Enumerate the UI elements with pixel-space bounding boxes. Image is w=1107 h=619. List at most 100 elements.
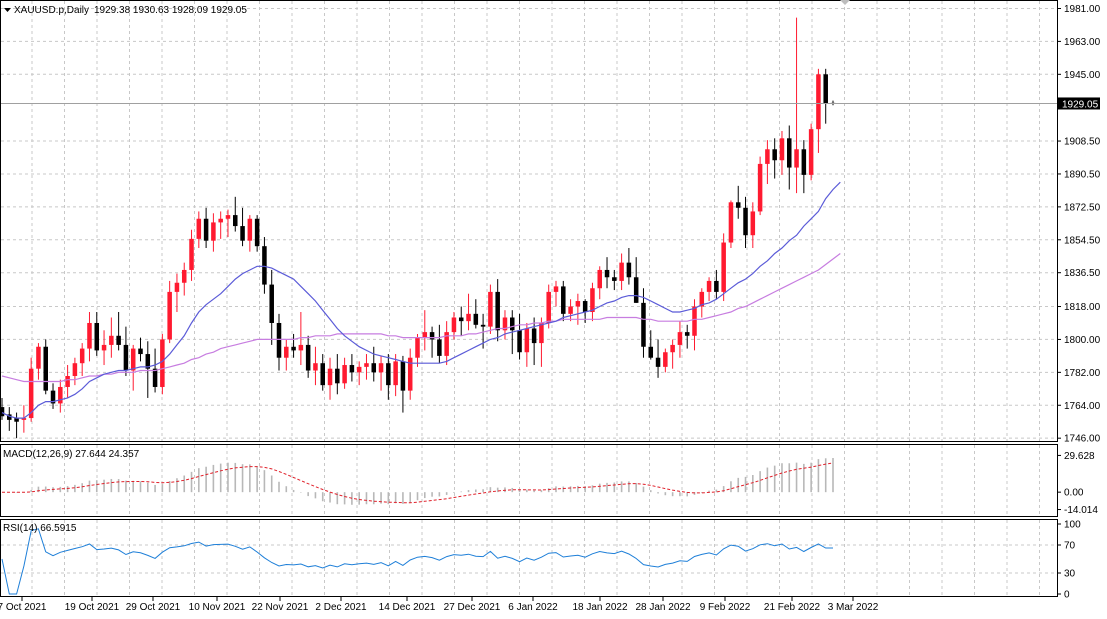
candle-body [407, 357, 413, 391]
candle-body [211, 222, 216, 241]
candle-body [65, 376, 70, 387]
price-tick-label: 1854.50 [1064, 235, 1101, 246]
candle-body [458, 317, 464, 322]
candle-body [721, 242, 726, 292]
candle-body [517, 330, 522, 353]
candle-body [816, 74, 821, 130]
price-tick-label: 1872.50 [1064, 202, 1101, 213]
price-tick-label: 1908.50 [1064, 137, 1101, 148]
candle-body [743, 207, 748, 236]
symbol-dropdown-icon[interactable] [4, 8, 11, 12]
candle-body [677, 332, 683, 345]
candle-body [757, 163, 763, 212]
macd-signal-line [2, 462, 834, 504]
rsi-title: RSI(14) 66.5915 [3, 523, 77, 534]
candle-body [444, 332, 449, 356]
candle-body [7, 414, 12, 420]
price-tick-label: 1981.00 [1064, 4, 1101, 15]
rsi-plot [1, 528, 1057, 595]
candle-body [612, 277, 617, 281]
candle-body [335, 368, 340, 384]
candle-body [553, 286, 559, 292]
rsi-tick-label: 100 [1064, 520, 1081, 531]
candle-body [364, 363, 369, 367]
date-tick-label: 14 Dec 2021 [379, 602, 436, 613]
date-tick-label: 28 Jan 2022 [635, 602, 690, 613]
candle-body [72, 363, 78, 377]
candle-body [779, 138, 785, 161]
candle-body [699, 291, 705, 307]
candle-body [568, 306, 573, 314]
candle-body [480, 324, 486, 327]
macd-title: MACD(12,26,9) 27.644 24.357 [3, 449, 140, 460]
candle-body [305, 344, 311, 371]
candle-body [14, 418, 19, 422]
candle-body [604, 269, 610, 278]
candle-body [648, 346, 654, 358]
candle-body [291, 346, 296, 351]
candle-body [160, 339, 165, 387]
candle-body [101, 344, 107, 351]
price-tick-label: 1782.00 [1064, 368, 1101, 379]
price-tick-label: 1963.00 [1064, 37, 1101, 48]
axes: 1981.00 1963.00 1945.00 1908.50 1890.50 1872.… [0, 4, 1101, 613]
candle-body [524, 328, 530, 353]
candle-body [109, 335, 114, 345]
candle-body [437, 339, 442, 356]
candle-body [714, 280, 719, 292]
candle-body [575, 301, 581, 307]
candle-body [772, 149, 777, 161]
candle-body [233, 215, 238, 227]
candle-body [466, 313, 471, 322]
candle-body [276, 322, 282, 358]
candle-body [626, 262, 632, 278]
candle-body [145, 354, 151, 369]
candle-body [28, 368, 34, 419]
candle-body [58, 386, 63, 404]
candle-body [451, 317, 457, 333]
current-price-label: 1929.05 [1062, 99, 1099, 110]
macd-pane-frame [0, 444, 1058, 517]
candle-body [823, 74, 828, 104]
candle-body [750, 211, 756, 236]
candle-body [794, 149, 799, 168]
candle-body [728, 202, 734, 243]
candle-body [356, 366, 362, 373]
candle-body [203, 218, 209, 241]
date-tick-label: 7 Oct 2021 [0, 602, 47, 613]
candle-body [167, 291, 172, 340]
macd-tick-label: 0.00 [1064, 488, 1084, 499]
candle-body [546, 291, 551, 323]
price-tick-label: 1764.00 [1064, 401, 1101, 412]
candle-body [327, 368, 333, 386]
candle-body [218, 218, 223, 223]
rsi-line [1, 528, 833, 595]
candle-body [196, 218, 202, 239]
date-tick-label: 9 Feb 2022 [700, 602, 751, 613]
grid [1, 1, 1057, 596]
date-tick-label: 29 Oct 2021 [126, 602, 181, 613]
price-tick-label: 1945.00 [1064, 70, 1101, 81]
candle-body [641, 302, 646, 347]
candle-body [619, 262, 624, 281]
date-tick-label: 2 Dec 2021 [315, 602, 367, 613]
candle-body [692, 306, 697, 336]
candle-body [254, 218, 260, 247]
rsi-tick-label: 30 [1064, 569, 1076, 580]
date-tick-label: 6 Jan 2022 [508, 602, 558, 613]
candle-body [706, 280, 712, 292]
candle-body [79, 348, 85, 364]
candle-body [393, 361, 398, 386]
date-tick-label: 19 Oct 2021 [65, 602, 120, 613]
scroll-marker-icon[interactable] [840, 0, 850, 5]
candle-body [284, 346, 289, 358]
candle-body [473, 313, 479, 325]
candle-body [174, 282, 180, 292]
candle-body [590, 288, 595, 313]
candle-body [0, 407, 5, 417]
candle-body [371, 363, 377, 373]
price-tick-label: 1746.00 [1064, 434, 1101, 445]
candle-body [655, 357, 661, 367]
date-tick-label: 22 Nov 2021 [252, 602, 309, 613]
macd-tick-label: 29.628 [1064, 451, 1095, 462]
